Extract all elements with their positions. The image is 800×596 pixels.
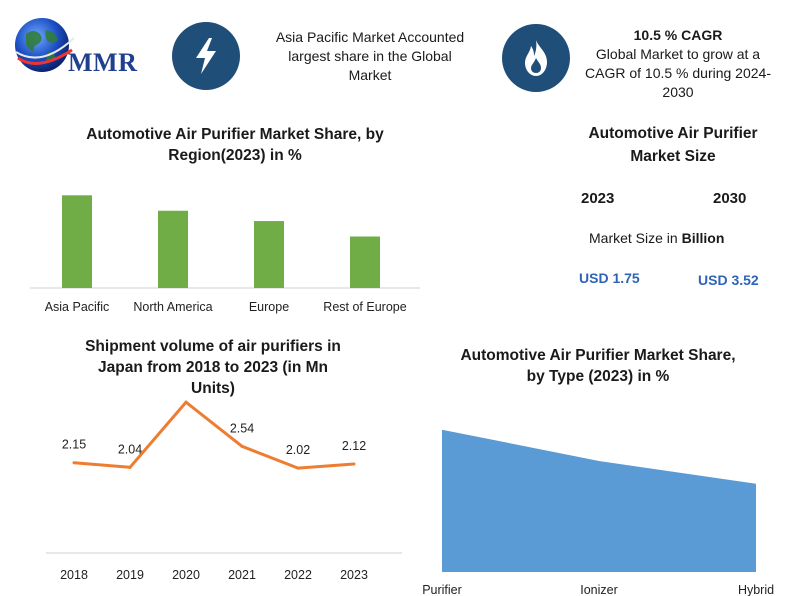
shipment-point [352, 462, 356, 466]
shipment-tick-label: 2021 [228, 568, 256, 582]
shipment-data-label: 2.12 [342, 439, 366, 453]
market-size-unit-prefix: Market Size in [589, 230, 682, 246]
region-tick-label: North America [133, 300, 212, 314]
type-area-chart: Purifier Ionizer Hybrid [422, 429, 774, 596]
type-chart-title: Automotive Air Purifier Market Share, by… [428, 345, 768, 387]
market-size-year-end: 2030 [713, 190, 747, 207]
shipment-data-label: 2.54 [230, 421, 254, 435]
type-chart-title-line-1: Automotive Air Purifier Market Share, [460, 347, 736, 364]
region-bar [254, 221, 284, 288]
market-size-title: Automotive Air Purifier Market Size [568, 122, 778, 168]
shipment-point [128, 465, 132, 469]
market-size-unit-bold: Billion [681, 230, 725, 246]
market-size-value-start: USD 1.75 [579, 270, 640, 286]
type-tick-label: Hybrid [738, 583, 774, 596]
type-tick-label: Ionizer [580, 583, 618, 596]
asia-pacific-line-2: largest share in the Global [288, 48, 452, 64]
region-bar [350, 236, 380, 288]
asia-pacific-line-3: Market [348, 67, 392, 83]
flame-icon [525, 40, 547, 76]
region-tick-label: Asia Pacific [45, 300, 110, 314]
shipment-point [240, 444, 244, 448]
shipment-chart-title-line-1: Shipment volume of air purifiers in [85, 338, 341, 355]
market-size-title-line-1: Automotive Air Purifier [588, 125, 758, 142]
shipment-data-label: 2.15 [62, 438, 86, 452]
shipment-point [184, 400, 188, 404]
shipment-tick-label: 2019 [116, 568, 144, 582]
cagr-line-2: CAGR of 10.5 % during 2024- [585, 65, 771, 81]
region-chart-title-line-1: Automotive Air Purifier Market Share, by [86, 126, 384, 143]
region-chart-title: Automotive Air Purifier Market Share, by… [50, 124, 420, 166]
type-chart-title-line-2: by Type (2023) in % [526, 368, 670, 385]
lightning-bolt-icon [196, 38, 216, 74]
logo-text: MMR [68, 48, 138, 77]
flame-badge [502, 24, 570, 92]
shipment-data-label: 2.04 [118, 442, 142, 456]
region-chart-title-line-2: Region(2023) in % [168, 147, 302, 164]
market-size-title-line-2: Market Size [630, 148, 716, 165]
cagr-line-1: Global Market to grow at a [595, 46, 761, 62]
shipment-chart-title-line-2: Japan from 2018 to 2023 (in Mn [98, 359, 328, 376]
shipment-tick-label: 2020 [172, 568, 200, 582]
shipment-tick-label: 2022 [284, 568, 312, 582]
mmr-logo: MMR [10, 10, 160, 80]
shipment-data-label: 2.02 [286, 443, 310, 457]
region-tick-label: Rest of Europe [323, 300, 406, 314]
region-tick-label: Europe [249, 300, 289, 314]
asia-pacific-note: Asia Pacific Market Accounted largest sh… [250, 28, 490, 85]
region-bar-chart: Asia Pacific North America Europe Rest of E… [30, 195, 420, 314]
shipment-point [296, 466, 300, 470]
shipment-chart-title-line-3: Units) [191, 380, 235, 397]
region-bar [62, 195, 92, 288]
market-size-value-end: USD 3.52 [698, 272, 759, 288]
market-size-unit: Market Size in Billion [589, 230, 724, 246]
market-size-year-start: 2023 [581, 190, 615, 207]
type-area-series [442, 429, 756, 572]
cagr-note: 10.5 % CAGR Global Market to grow at a C… [578, 26, 778, 102]
cagr-line-3: 2030 [662, 84, 694, 100]
shipment-line-chart: 2.1520182.0420193.5920202.5420212.022022… [46, 400, 402, 582]
asia-pacific-line-1: Asia Pacific Market Accounted [275, 29, 465, 45]
shipment-point [72, 461, 76, 465]
shipment-tick-label: 2023 [340, 568, 368, 582]
shipment-chart-title: Shipment volume of air purifiers in Japa… [40, 336, 386, 399]
shipment-series-line [73, 400, 355, 470]
type-tick-label: Purifier [422, 583, 462, 596]
shipment-tick-label: 2018 [60, 568, 88, 582]
globe-icon [15, 18, 75, 72]
cagr-title: 10.5 % CAGR [633, 27, 723, 43]
bolt-badge [172, 22, 240, 90]
region-bar [158, 210, 188, 288]
